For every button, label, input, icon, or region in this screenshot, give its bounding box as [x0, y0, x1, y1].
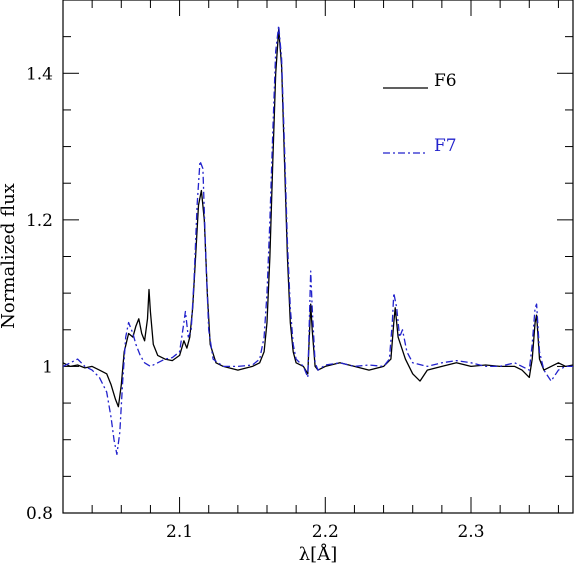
axis-tick-labels: 2.1 2.2 2.3 0.8 1 1.2 1.4 [26, 64, 485, 542]
legend: F6 F7 [383, 71, 457, 156]
y-tick-label: 1 [42, 357, 53, 377]
legend-label-f7: F7 [434, 136, 457, 156]
x-axis-title: λ[Å] [299, 543, 337, 565]
legend-label-f6: F6 [434, 71, 457, 91]
axis-ticks [62, 0, 573, 514]
y-axis-title: Normalized flux [0, 183, 19, 329]
data-series [62, 24, 574, 456]
series-line-f7 [62, 24, 573, 456]
y-tick-label: 0.8 [26, 504, 53, 524]
x-tick-label: 2.1 [166, 522, 193, 542]
y-tick-label: 1.4 [26, 64, 53, 84]
x-tick-label: 2.2 [312, 522, 339, 542]
series-line-f6 [62, 28, 574, 408]
x-tick-label: 2.3 [457, 522, 484, 542]
plot-frame [62, 0, 574, 514]
y-tick-label: 1.2 [26, 211, 53, 231]
